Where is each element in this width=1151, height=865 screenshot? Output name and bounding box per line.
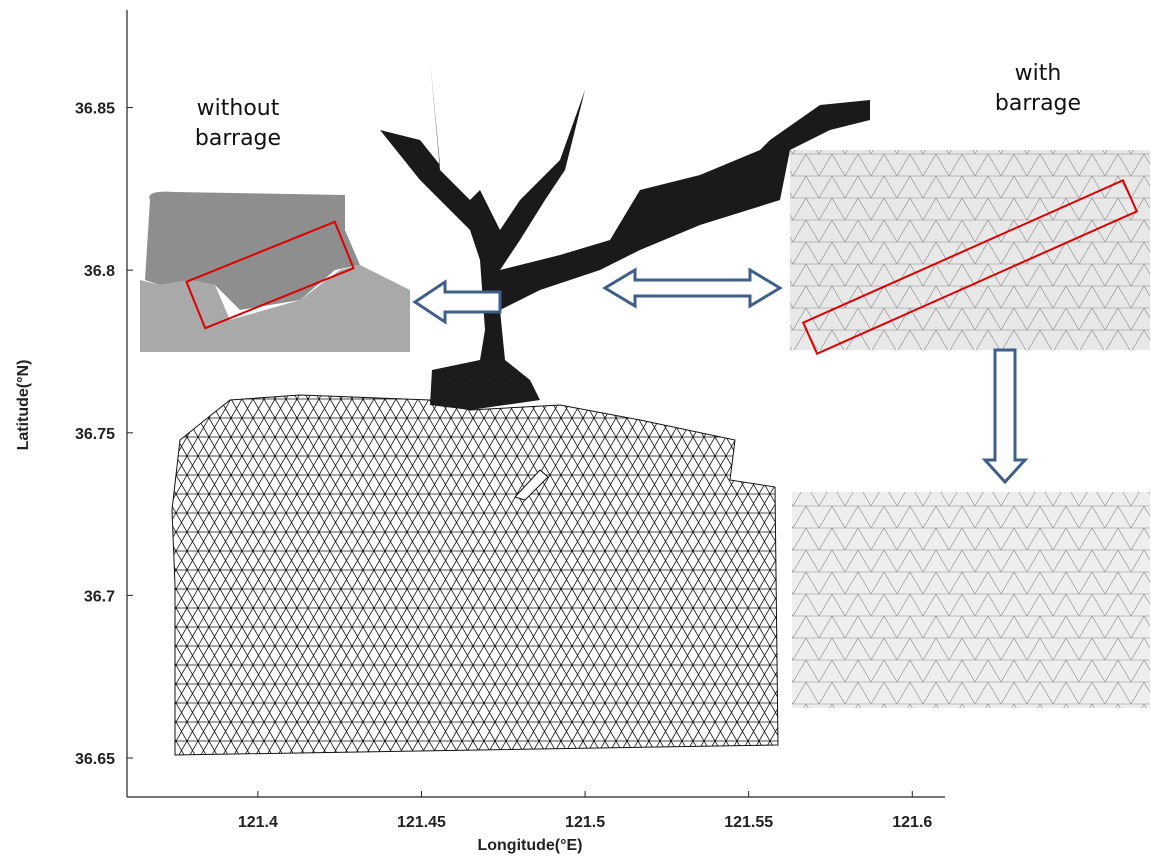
y-tick-label: 36.8 [84,263,115,280]
annotation: without [197,96,280,121]
arrow-double [605,270,780,306]
inset-zoom [792,492,1150,708]
annotation: barrage [995,91,1081,116]
x-tick-label: 121.5 [565,814,605,831]
x-tick-label: 121.6 [892,814,932,831]
y-tick-label: 36.85 [75,101,115,118]
x-axis-label: Longitude(°E) [477,837,582,854]
figure: Longitude(°E) Latitude(°N) 121.4 121.45 12… [0,0,1151,865]
inset-with-barrage [790,150,1150,354]
annotation: with [1015,61,1062,86]
y-tick-label: 36.75 [75,426,115,443]
x-tick-label: 121.4 [238,814,278,831]
y-tick-label: 36.65 [75,751,115,768]
y-axis-label: Latitude(°N) [15,360,32,451]
annotation: barrage [195,126,281,151]
x-tick-label: 121.55 [724,814,773,831]
x-tick-label: 121.45 [397,814,446,831]
arrow-down [985,350,1025,482]
inset-without-barrage [140,192,410,352]
mesh-map [172,60,870,755]
y-tick-label: 36.7 [84,588,115,605]
